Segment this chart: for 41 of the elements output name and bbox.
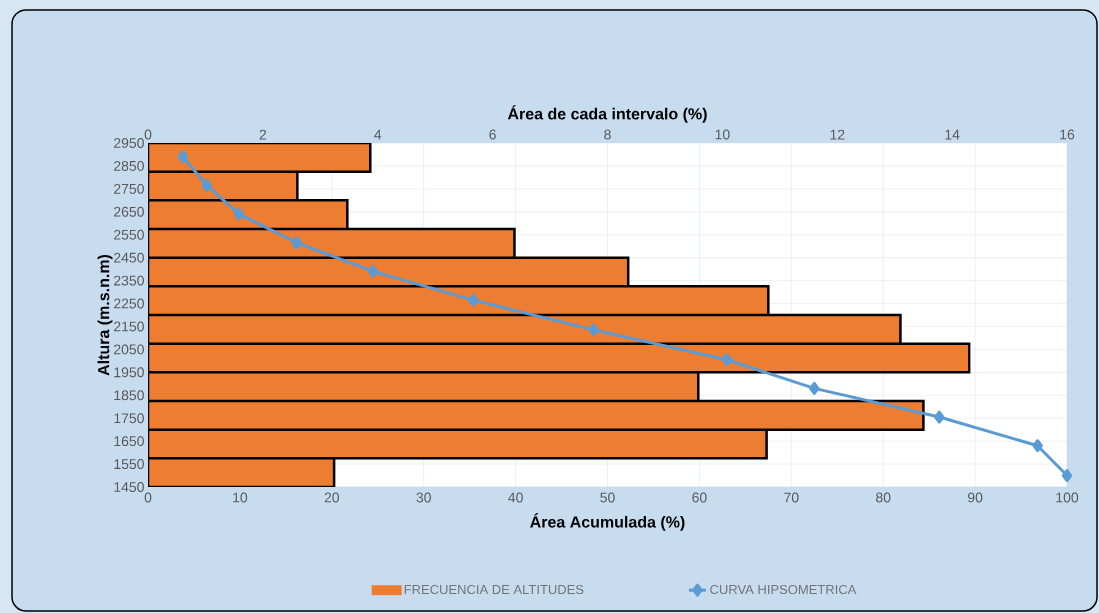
y-tick-label: 1750	[114, 413, 144, 424]
x2-tick-label: 10	[715, 129, 730, 140]
y-tick-label: 2450	[114, 252, 144, 263]
y-axis-title: Altura (m.s.n.m)	[97, 254, 113, 376]
y-tick-label: 2750	[114, 183, 144, 194]
x-tick-label: 70	[784, 492, 799, 503]
y-tick-label: 1850	[114, 390, 144, 401]
y-tick-label: 2950	[114, 138, 144, 148]
x2-tick-label: 0	[144, 129, 152, 140]
x-tick-label: 90	[967, 492, 983, 503]
legend-label: FRECUENCIA DE ALTITUDES	[404, 584, 584, 595]
y-tick-label: 2350	[114, 275, 144, 286]
x-tick-label: 0	[144, 492, 152, 503]
x-tick-label: 40	[508, 492, 523, 503]
y-tick-label: 1450	[114, 482, 144, 492]
x2-tick-label: 2	[259, 129, 267, 140]
y-tick-label: 2150	[114, 321, 144, 332]
y-tick-label: 2850	[114, 160, 144, 171]
x-tick-label: 10	[233, 492, 248, 503]
legend-label: CURVA HIPSOMETRICA	[710, 584, 857, 595]
y-tick-label: 2050	[114, 344, 144, 355]
x2-axis-title: Área de cada intervalo (%)	[507, 105, 707, 123]
x-tick-label: 100	[1056, 492, 1079, 503]
x2-tick-label: 16	[1060, 129, 1075, 140]
x-tick-label: 80	[876, 492, 891, 503]
x-tick-label: 60	[692, 492, 707, 503]
x-tick-label: 30	[416, 492, 431, 503]
y-tick-label: 1650	[114, 436, 144, 447]
x2-tick-label: 6	[489, 129, 496, 140]
x2-tick-label: 12	[830, 129, 845, 140]
y-tick-label: 2650	[114, 206, 144, 217]
x-tick-label: 20	[324, 492, 340, 503]
x2-tick-label: 4	[374, 129, 382, 140]
x-axis-title: Área Acumulada (%)	[530, 513, 685, 531]
y-tick-label: 1950	[114, 367, 144, 378]
x2-tick-label: 8	[604, 129, 611, 140]
y-tick-label: 2250	[114, 298, 144, 309]
x2-tick-label: 14	[945, 129, 960, 140]
x-tick-label: 50	[600, 492, 615, 503]
y-tick-label: 2550	[114, 229, 144, 240]
y-tick-label: 1550	[114, 459, 144, 470]
